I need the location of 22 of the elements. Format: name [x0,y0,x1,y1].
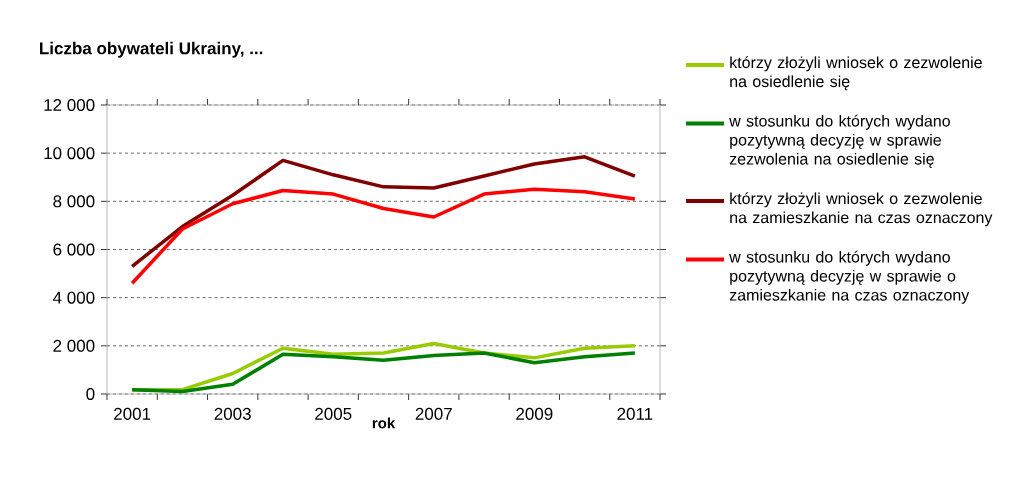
y-tick-label: 12 000 [44,98,95,112]
x-axis-title: rok [372,417,396,429]
x-tick-label: 2009 [516,407,553,420]
x-tick-label: 2003 [214,407,251,420]
legend-label: w stosunku do których wydano pozytywną decyzję w sprawie zezwolenia na osiedlenie się [729,114,950,168]
line-series [130,351,637,394]
x-tick-label: 2007 [415,407,452,420]
chart-title: Liczba obywateli Ukrainy, ... [40,41,263,58]
y-tick-label: 0 [86,387,95,401]
y-tick-label: 4 000 [52,291,95,304]
line-series [130,155,637,269]
y-tick-label: 2 000 [53,339,95,352]
y-tick-label: 6 000 [53,243,95,256]
y-tick-label: 10 000 [44,147,95,160]
legend-label: którzy złożyli wniosek o zezwolenie na zamieszkanie na czas oznaczony [730,192,993,227]
x-tick-label: 2005 [315,407,352,420]
legend-label: którzy złożyli wniosek o zezwolenie na osiedlenie się [730,56,982,91]
line-series [130,187,637,285]
x-tick-label: 2001 [114,407,151,420]
x-tick-label: 2011 [617,407,653,420]
legend-label: w stosunku do których wydano pozytywną decyzję w sprawie o zamieszkanie na czas oznaczony [729,250,970,304]
y-tick-label: 8 000 [53,195,95,208]
